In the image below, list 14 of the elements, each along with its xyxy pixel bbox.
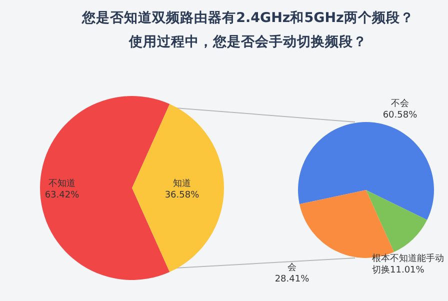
- pie-slice: [298, 122, 434, 220]
- pie-slice: [132, 104, 224, 272]
- slice-label: 会: [288, 262, 296, 273]
- slice-label: 不知道: [48, 178, 76, 189]
- data-label: 28.41%: [274, 274, 310, 284]
- chart-title: 您是否知道双频路由器有2.4GHz和5GHz两个频段？: [81, 10, 414, 26]
- slice-label: 根本不知道能手动切换11.01%: [372, 253, 444, 276]
- chart-subtitle: 使用过程中，您是否会手动切换频段？: [128, 34, 367, 50]
- data-label: 36.58%: [164, 190, 200, 200]
- pie-slice: [366, 190, 428, 252]
- slice-label: 不会: [391, 98, 409, 109]
- data-label: 60.58%: [382, 110, 418, 120]
- data-label: 63.42%: [44, 190, 80, 200]
- slice-label: 知道: [173, 178, 191, 189]
